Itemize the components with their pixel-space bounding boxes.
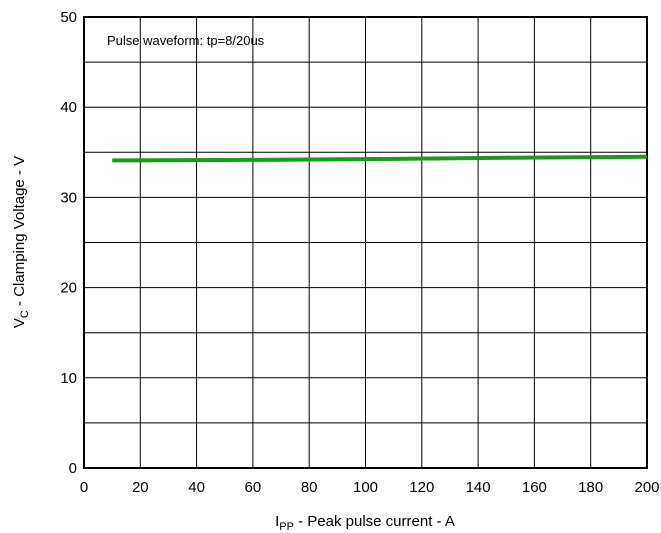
clamping-voltage-series-line — [112, 154, 648, 163]
y-tick-label: 0 — [69, 460, 77, 477]
x-tick-label: 0 — [80, 479, 88, 496]
x-tick-label: 160 — [522, 479, 547, 496]
x-tick-label: 140 — [466, 479, 491, 496]
y-tick-label: 40 — [60, 99, 77, 116]
y-tick-label: 30 — [60, 189, 77, 206]
x-tick-label: 100 — [353, 479, 378, 496]
y-tick-label: 10 — [60, 370, 77, 387]
series-layer — [112, 154, 648, 163]
x-tick-label: 180 — [578, 479, 603, 496]
y-tick-label: 20 — [60, 280, 77, 297]
y-axis-label: VC - Clamping Voltage - V — [11, 156, 31, 328]
y-tick-labels: 0 10 20 30 40 50 — [60, 9, 77, 477]
x-tick-label: 20 — [132, 479, 149, 496]
plot-frame — [83, 16, 648, 469]
x-tick-label: 60 — [245, 479, 262, 496]
x-tick-labels: 0 20 40 60 80 100 120 140 160 180 200 — [80, 479, 660, 496]
pulse-waveform-annotation: Pulse waveform: tp=8/20us — [107, 33, 265, 48]
x-tick-label: 200 — [634, 479, 659, 496]
x-tick-label: 40 — [188, 479, 205, 496]
x-tick-label: 80 — [301, 479, 318, 496]
x-axis-label: IPP - Peak pulse current - A — [275, 513, 455, 533]
y-tick-label: 50 — [60, 9, 77, 26]
grid — [83, 16, 648, 469]
x-tick-label: 120 — [409, 479, 434, 496]
